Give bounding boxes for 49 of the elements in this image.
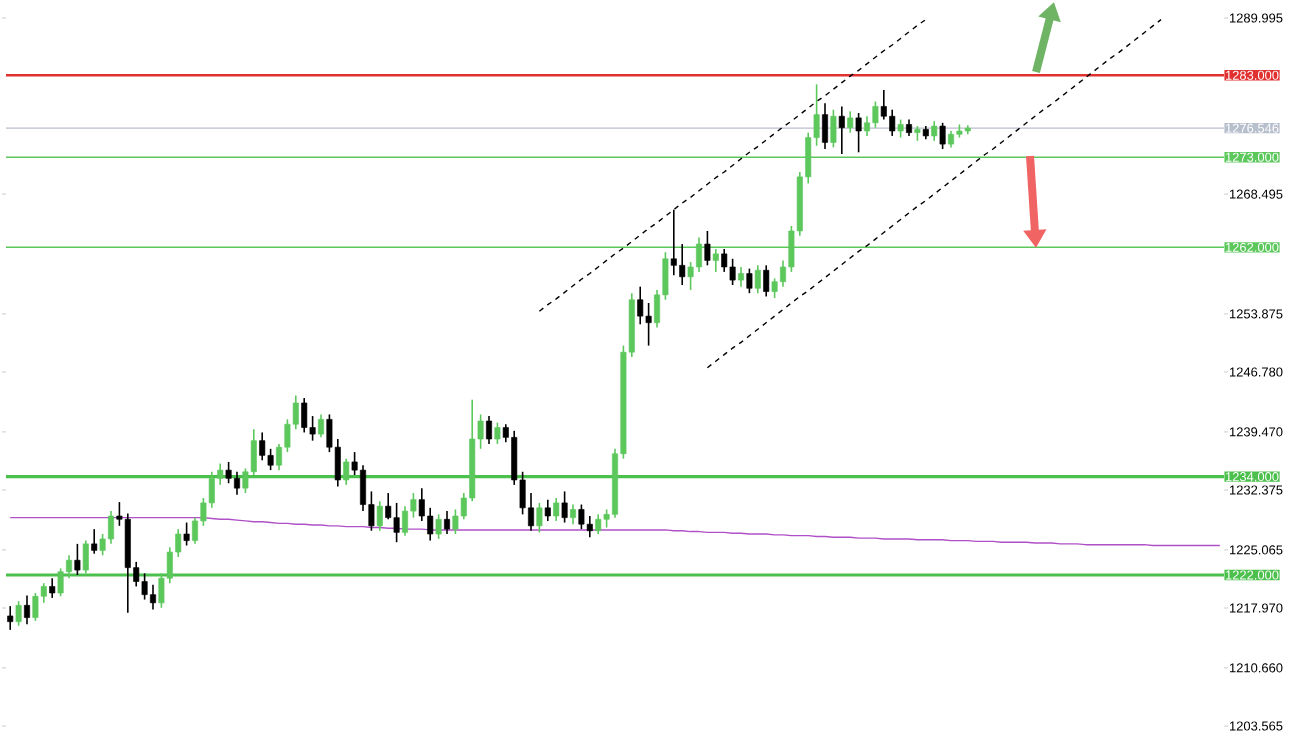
candlestick [872,100,879,129]
candlestick [578,503,585,530]
candlestick [704,230,711,267]
candlestick [259,431,266,462]
candlestick [721,248,728,273]
candlestick [343,457,350,486]
candlestick [855,112,862,154]
candlestick [536,502,543,534]
candlestick [729,257,736,286]
candlestick [318,413,324,439]
candlestick [301,397,308,434]
candlestick [595,513,602,535]
candlestick [183,521,190,547]
candlestick [847,110,854,134]
candlestick [561,490,568,524]
candlestick [141,572,148,601]
candlestick [738,266,744,288]
candlestick [746,267,753,294]
candlestick [544,498,551,522]
candlestick [830,108,837,149]
candlestick [570,503,576,525]
candlestick [444,510,450,535]
candlestick [225,461,232,485]
candlestick [754,264,761,294]
candlestick [435,513,442,540]
candlestick [7,605,14,631]
candlestick [49,577,56,599]
candlestick [91,528,98,555]
candlestick [494,421,501,445]
candlestick [267,448,274,471]
candlestick [32,592,39,622]
candlestick [939,122,946,150]
candlestick [645,302,652,347]
candlestick [393,502,400,544]
candlestick [586,515,593,539]
candlestick [486,415,492,445]
candlestick [897,118,904,139]
candlestick [553,497,560,522]
candlestick [376,500,383,532]
candlestick [57,567,64,598]
candlestick [82,539,89,575]
candlestick [931,120,938,142]
candlestick [763,264,770,298]
candlestick [637,285,644,326]
candlestick [24,594,30,625]
candlestick [74,543,81,576]
candlestick [822,102,828,150]
candlestick [838,105,845,155]
candlestick [15,600,22,627]
